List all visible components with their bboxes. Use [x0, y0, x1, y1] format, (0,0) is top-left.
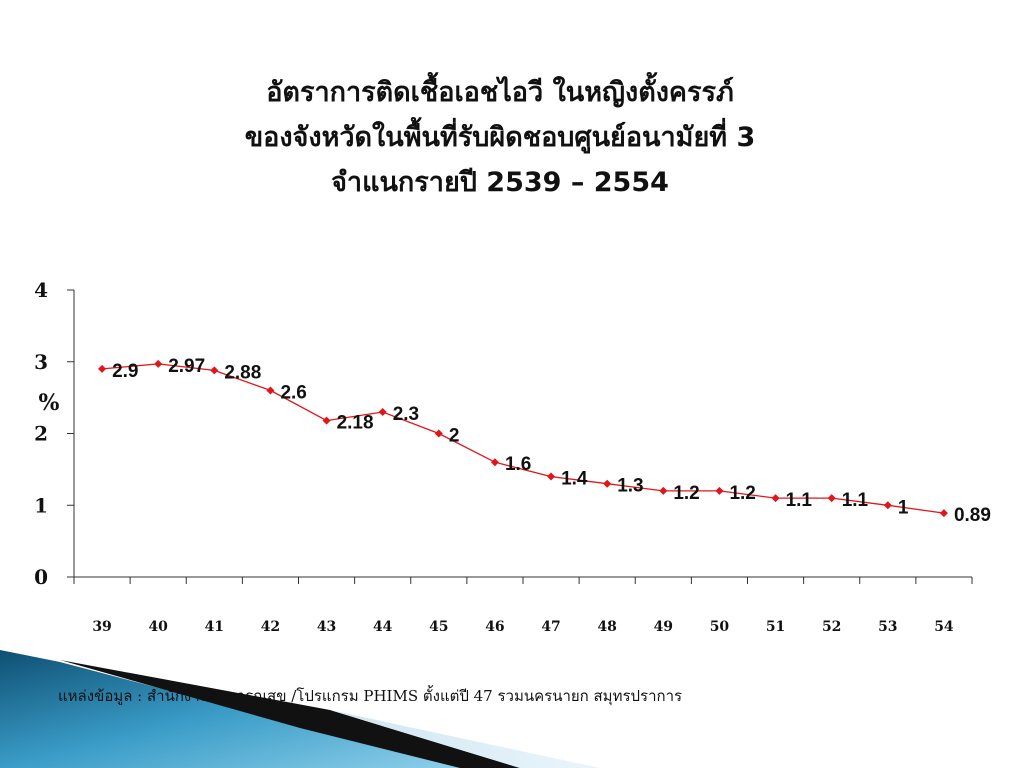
- data-label: 1.3: [617, 476, 643, 497]
- series-line: [102, 363, 944, 514]
- data-label: 1.4: [561, 469, 588, 490]
- x-tick-label: 48: [597, 619, 616, 635]
- axes: [73, 290, 972, 578]
- x-tick-label: 50: [710, 619, 730, 635]
- x-tick-label: 39: [92, 619, 111, 635]
- data-label: 1.2: [729, 483, 755, 504]
- swoosh-light: [330, 710, 600, 768]
- y-tick-label: 1: [34, 493, 48, 517]
- title-line-2: ของจังหวัดในพื้นที่รับผิดชอบศูนย์อนามัยท…: [244, 122, 756, 153]
- y-tick-group: 0 1 2 3 4: [34, 278, 74, 589]
- y-tick-label: 4: [34, 278, 48, 302]
- y-tick-label: 0: [34, 565, 48, 589]
- data-label: 2.88: [224, 362, 261, 383]
- title-line-3: จำแนกรายปี 2539 – 2554: [331, 167, 669, 198]
- data-point: [322, 416, 331, 425]
- x-tick-label: 45: [429, 619, 448, 635]
- source-note: แหล่งข้อมูล : สำนักงานสาธารณสุข /โปรแกรม…: [58, 687, 683, 705]
- x-tick-label: 44: [373, 619, 393, 635]
- data-label-group: 2.9 2.97 2.88 2.6 2.18 2.3 2 1.6 1.4 1.3 1.2 1.2 1.1…: [112, 356, 991, 526]
- data-point: [210, 366, 219, 375]
- decorative-swoosh: [0, 650, 600, 768]
- title-line-1: อัตราการติดเชื้อเอชไอวี ในหญิงตั้งครรภ์: [266, 77, 734, 108]
- x-tick-label: 46: [485, 619, 504, 635]
- data-point: [490, 458, 499, 467]
- data-label: 2.9: [112, 361, 138, 382]
- marker-group: [98, 359, 948, 518]
- x-tick-label: 47: [541, 619, 560, 635]
- data-label: 2.97: [168, 356, 205, 377]
- data-label: 1.2: [673, 483, 699, 504]
- swoosh-black: [60, 660, 520, 768]
- data-point: [827, 494, 836, 503]
- data-point: [939, 509, 948, 518]
- data-label: 2.18: [337, 413, 374, 434]
- data-point: [883, 501, 892, 510]
- x-tick-label: 49: [654, 619, 673, 635]
- data-point: [659, 486, 668, 495]
- data-label: 1.6: [505, 454, 531, 475]
- x-tick-label: 43: [317, 619, 336, 635]
- x-tick-label: 40: [148, 619, 168, 635]
- x-tick-label: 51: [766, 619, 785, 635]
- data-label: 1.1: [842, 490, 869, 511]
- data-point: [434, 429, 443, 438]
- data-label: 1.1: [786, 490, 813, 511]
- data-point: [98, 364, 107, 373]
- line-chart: 0 1 2 3 4 39 40 41 42 43 44 45 46 47 48 49 50 51 52 53 54 %…: [34, 278, 991, 635]
- x-tick-label: 53: [878, 619, 897, 635]
- x-tick-label: 42: [261, 619, 280, 635]
- x-tick-group: 39 40 41 42 43 44 45 46 47 48 49 50 51 52 53 54: [73, 577, 973, 635]
- y-axis-label: %: [39, 390, 60, 416]
- data-point: [547, 472, 556, 481]
- data-point: [266, 386, 275, 395]
- data-point: [715, 486, 724, 495]
- y-tick-label: 2: [34, 422, 48, 446]
- data-point: [603, 479, 612, 488]
- data-label: 1: [898, 497, 909, 518]
- data-label: 2.3: [393, 404, 419, 425]
- data-label: 0.89: [954, 505, 991, 526]
- data-label: 2: [449, 426, 460, 447]
- data-point: [771, 494, 780, 503]
- data-label: 2.6: [280, 382, 306, 403]
- data-point: [378, 407, 387, 416]
- x-tick-label: 41: [205, 619, 224, 635]
- y-tick-label: 3: [34, 350, 48, 374]
- chart-title: อัตราการติดเชื้อเอชไอวี ในหญิงตั้งครรภ์ …: [0, 70, 1000, 205]
- x-tick-label: 52: [822, 619, 841, 635]
- data-point: [154, 359, 163, 368]
- x-tick-label: 54: [934, 619, 954, 635]
